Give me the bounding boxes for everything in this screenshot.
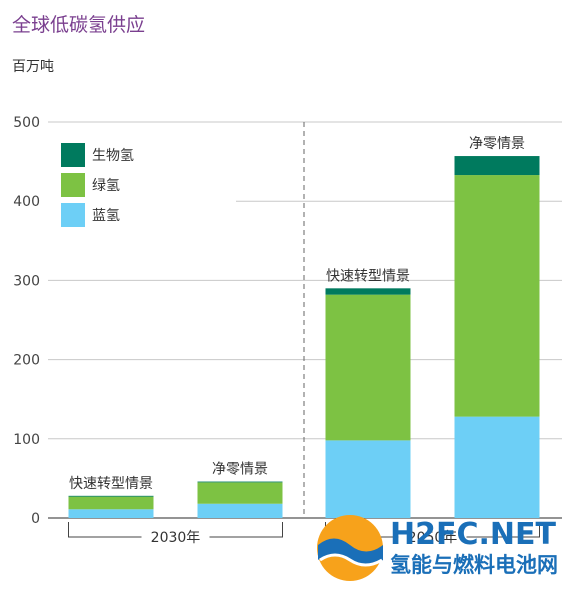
y-tick-label: 400 [13, 194, 40, 210]
bar-segment-生物氢-4 [454, 156, 540, 176]
y-tick-label: 500 [13, 115, 40, 131]
bar-segment-蓝氢-1 [68, 509, 154, 518]
watermark-logo-text: H2FC.NET [390, 517, 556, 552]
bar-segment-生物氢-2 [197, 481, 283, 483]
bar-category-label: 净零情景 [469, 136, 525, 152]
bar-segment-绿氢-1 [68, 496, 154, 510]
legend-swatch [61, 203, 85, 227]
group-label: 2030年 [151, 530, 201, 546]
y-tick-label: 200 [13, 353, 40, 369]
chart-title: 全球低碳氢供应 [12, 14, 146, 36]
bar-category-label: 快速转型情景 [69, 476, 153, 492]
bar-segment-蓝氢-3 [325, 440, 411, 518]
legend-label: 生物氢 [92, 148, 134, 164]
bar-segment-绿氢-2 [197, 482, 283, 504]
legend-swatch [61, 143, 85, 167]
group-label-background [398, 527, 467, 547]
group-label: 2050年 [408, 530, 458, 546]
watermark-site-name: 氢能与燃料电池网 [390, 553, 558, 577]
watermark-logo: H2FC.NET 氢能与燃料电池网 [317, 515, 558, 581]
bar-segment-生物氢-1 [68, 495, 154, 497]
bar-segment-蓝氢-4 [454, 416, 540, 518]
bar-segment-生物氢-3 [325, 288, 411, 295]
watermark-emblem-icon [317, 515, 383, 581]
y-tick-label: 300 [13, 273, 40, 289]
legend-label: 绿氢 [92, 178, 120, 194]
group-label-background [141, 527, 210, 547]
y-tick-label: 100 [13, 432, 40, 448]
bar-category-label: 净零情景 [212, 462, 268, 478]
y-tick-label: 0 [31, 511, 40, 527]
y-axis-unit-label: 百万吨 [12, 59, 54, 75]
bar-category-label: 快速转型情景 [326, 268, 410, 284]
bar-segment-绿氢-3 [325, 294, 411, 441]
bar-segment-蓝氢-2 [197, 503, 283, 518]
legend-label: 蓝氢 [92, 208, 120, 224]
bar-segment-绿氢-4 [454, 175, 540, 417]
legend-swatch [61, 173, 85, 197]
